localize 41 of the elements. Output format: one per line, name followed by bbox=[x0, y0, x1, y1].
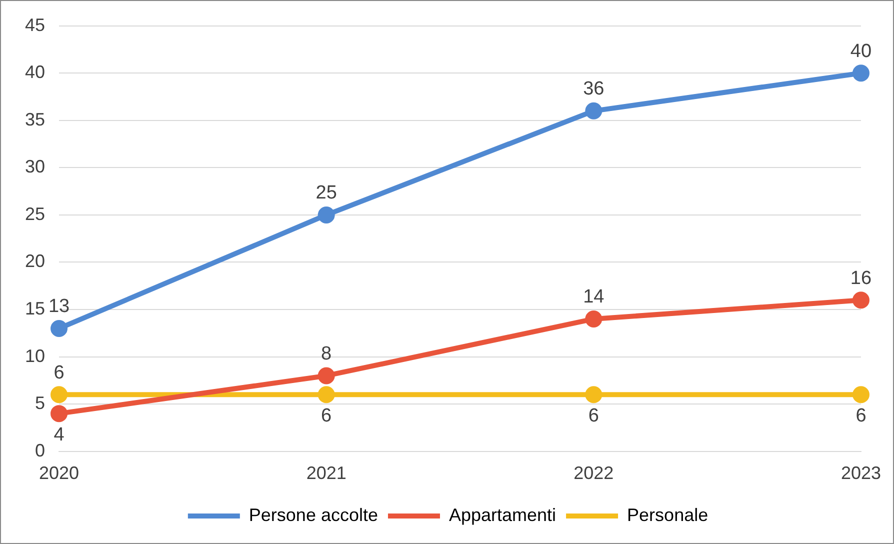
x-tick-label: 2021 bbox=[306, 463, 346, 484]
y-tick-label: 30 bbox=[24, 156, 46, 177]
y-tick-label: 10 bbox=[24, 346, 46, 366]
point bbox=[852, 292, 870, 309]
y-tick-label: 35 bbox=[24, 109, 46, 130]
y-tick-label: 0 bbox=[35, 440, 46, 460]
legend-label: Personale bbox=[627, 504, 708, 525]
point bbox=[318, 367, 335, 384]
data-label: 6 bbox=[54, 362, 64, 384]
point bbox=[585, 386, 602, 404]
point bbox=[852, 64, 870, 82]
data-label: 16 bbox=[850, 268, 872, 289]
point bbox=[318, 206, 335, 224]
data-label: 8 bbox=[321, 343, 332, 364]
point bbox=[50, 405, 68, 422]
y-tick-label: 5 bbox=[35, 393, 46, 414]
legend-label: Persone accolte bbox=[248, 504, 378, 525]
x-tick-label: 2020 bbox=[39, 463, 80, 484]
y-tick-label: 40 bbox=[24, 62, 46, 82]
x-tick-label: 2023 bbox=[840, 463, 881, 484]
data-label: 13 bbox=[48, 296, 70, 318]
point bbox=[318, 386, 335, 404]
point bbox=[852, 386, 870, 404]
data-label: 36 bbox=[583, 78, 604, 100]
data-label: 6 bbox=[588, 405, 599, 426]
data-label: 25 bbox=[316, 182, 337, 204]
y-tick-label: 45 bbox=[24, 14, 46, 35]
data-label: 40 bbox=[850, 40, 872, 62]
data-label: 4 bbox=[54, 424, 65, 446]
data-label: 6 bbox=[321, 405, 332, 426]
point bbox=[50, 320, 68, 337]
point bbox=[50, 386, 68, 404]
point bbox=[585, 102, 602, 120]
y-tick-label: 25 bbox=[24, 204, 46, 224]
y-tick-label: 15 bbox=[24, 298, 46, 318]
legend-label: Appartamenti bbox=[448, 504, 556, 525]
x-tick-label: 2022 bbox=[574, 463, 614, 484]
data-label: 14 bbox=[583, 286, 605, 308]
y-tick-label: 20 bbox=[24, 251, 46, 272]
data-label: 6 bbox=[856, 405, 866, 426]
point bbox=[585, 310, 602, 328]
